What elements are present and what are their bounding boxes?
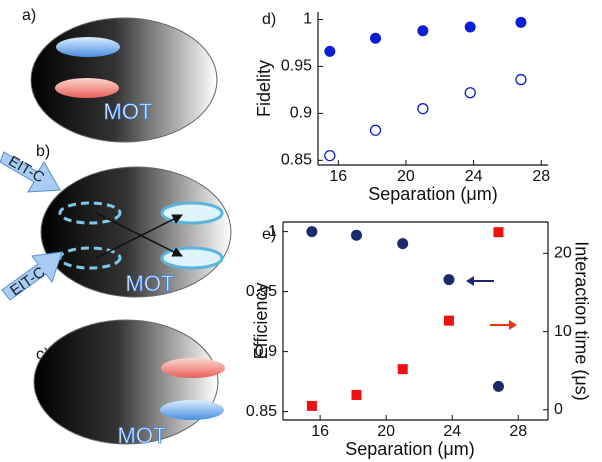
point	[515, 17, 526, 28]
point	[493, 381, 504, 392]
y2-axis-label: Interaction time (μs)	[571, 241, 591, 400]
point	[443, 274, 454, 285]
panel-label: b)	[36, 143, 50, 160]
x-tick-label: 20	[397, 168, 415, 185]
x-axis-label: Separation (μm)	[345, 439, 474, 459]
atom-ensemble	[161, 358, 225, 378]
x-tick-label: 24	[465, 168, 483, 185]
mot-label: MOT	[126, 271, 175, 296]
y-tick-label: 0.85	[246, 403, 277, 420]
point	[465, 22, 476, 33]
y2-tick-label: 0	[554, 401, 563, 418]
x-tick-label: 16	[311, 423, 329, 440]
panel-b: b) EIT-C EIT-C MOT	[0, 143, 231, 300]
beam-label: EIT-C	[7, 264, 48, 300]
point	[306, 226, 317, 237]
point	[516, 75, 526, 85]
mot-label: MOT	[118, 423, 167, 448]
y2-tick-label: 20	[554, 245, 572, 262]
y-tick-label: 1	[303, 11, 312, 28]
point	[418, 104, 428, 114]
point	[493, 227, 503, 237]
panel-label: a)	[22, 7, 36, 24]
x-axis-label: Separation (μm)	[368, 184, 497, 204]
point	[417, 25, 428, 36]
figure: a) MOT b) EIT-C EIT-C MOT c) MOT d) 16 20 2…	[0, 0, 602, 462]
point	[398, 364, 408, 374]
y-tick-label: 0.9	[290, 105, 312, 122]
y-tick-label: 0.95	[281, 58, 312, 75]
panel-c: c) MOT	[34, 320, 225, 448]
point	[307, 401, 317, 411]
y2-tick-label: 10	[554, 323, 572, 340]
y-axis-label: Efficiency	[251, 283, 271, 360]
point	[397, 238, 408, 249]
y-tick-label: 0.85	[281, 152, 312, 169]
y-axis-label: Fidelity	[254, 60, 274, 117]
axis-hint-arrow-head	[466, 276, 474, 286]
point	[351, 390, 361, 400]
x-tick-label: 16	[329, 168, 347, 185]
point	[370, 33, 381, 44]
point	[351, 230, 362, 241]
axis-hint-arrow-head	[509, 320, 517, 330]
point	[444, 316, 454, 326]
x-tick-label: 28	[509, 423, 527, 440]
panel-a: a) MOT	[22, 7, 217, 142]
x-tick-label: 28	[532, 168, 550, 185]
x-tick-label: 20	[377, 423, 395, 440]
point	[371, 125, 381, 135]
x-tick-label: 24	[443, 423, 461, 440]
atom-ensemble	[160, 400, 224, 420]
point	[324, 46, 335, 57]
point	[465, 88, 475, 98]
atom-ensemble	[55, 78, 119, 98]
atom-ensemble	[56, 37, 120, 57]
y-tick-label: 1	[268, 223, 277, 240]
mot-label: MOT	[104, 99, 153, 124]
point	[325, 151, 335, 161]
panel-label: d)	[262, 11, 276, 28]
